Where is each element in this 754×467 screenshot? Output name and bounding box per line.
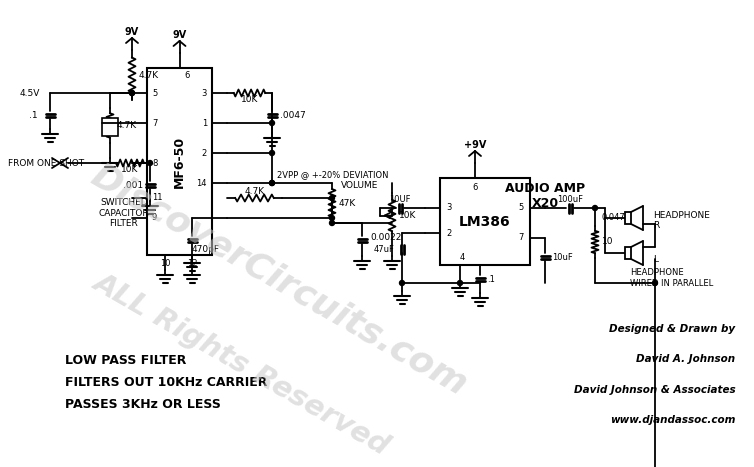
Text: HEADPHONE: HEADPHONE — [653, 211, 710, 219]
Circle shape — [148, 161, 152, 165]
Bar — [440, 178, 530, 265]
Circle shape — [269, 181, 274, 185]
Circle shape — [593, 205, 597, 211]
Bar — [625, 247, 631, 259]
Text: 8: 8 — [152, 158, 158, 168]
Text: 14: 14 — [197, 178, 207, 187]
Text: LOW PASS FILTER: LOW PASS FILTER — [65, 354, 186, 367]
Text: AUDIO AMP
X20: AUDIO AMP X20 — [505, 182, 585, 210]
Text: 10uF: 10uF — [552, 253, 573, 262]
Text: 10K: 10K — [399, 211, 416, 220]
Text: 470pF: 470pF — [192, 246, 220, 255]
Text: VOLUME: VOLUME — [341, 181, 378, 190]
Circle shape — [400, 281, 404, 285]
Text: SWITCHED
CAPACITOR
FILTER: SWITCHED CAPACITOR FILTER — [99, 198, 149, 228]
Text: 12: 12 — [187, 259, 198, 268]
Text: +9V: +9V — [464, 140, 486, 150]
Circle shape — [458, 281, 462, 285]
Text: HEADPHONE
WIRED IN PARALLEL: HEADPHONE WIRED IN PARALLEL — [630, 269, 713, 288]
Text: 5: 5 — [152, 89, 158, 98]
Text: 0.047: 0.047 — [602, 213, 626, 222]
Text: 3: 3 — [201, 89, 207, 98]
Text: 7: 7 — [519, 234, 524, 242]
Text: 4.7K: 4.7K — [117, 121, 137, 130]
Text: 4: 4 — [460, 253, 465, 262]
Bar — [147, 68, 212, 255]
Text: 10K: 10K — [241, 95, 258, 105]
Text: 4.5V: 4.5V — [20, 89, 40, 98]
Circle shape — [269, 150, 274, 156]
Circle shape — [329, 196, 335, 200]
Bar — [102, 118, 118, 136]
Text: .1: .1 — [487, 275, 495, 283]
Circle shape — [130, 91, 134, 95]
Text: LM386: LM386 — [459, 214, 510, 228]
Circle shape — [130, 91, 134, 95]
Text: 10: 10 — [602, 238, 614, 247]
Bar — [625, 212, 631, 224]
Text: 0.0022: 0.0022 — [370, 234, 401, 242]
Text: 4.7K: 4.7K — [244, 187, 265, 197]
Circle shape — [329, 220, 335, 226]
Text: Designed & Drawn by: Designed & Drawn by — [609, 324, 735, 334]
Text: 2VPP @ +-20% DEVIATION: 2VPP @ +-20% DEVIATION — [277, 170, 388, 179]
Text: 2: 2 — [202, 149, 207, 157]
Text: FILTERS OUT 10KHz CARRIER: FILTERS OUT 10KHz CARRIER — [65, 375, 268, 389]
Text: R: R — [653, 221, 659, 231]
Text: 47uF: 47uF — [374, 245, 395, 254]
Text: 3: 3 — [446, 204, 452, 212]
Text: 10K: 10K — [121, 165, 139, 175]
Text: David Johnson & Associates: David Johnson & Associates — [574, 385, 735, 395]
Circle shape — [269, 181, 274, 185]
Text: 11: 11 — [152, 193, 163, 203]
Text: 10UF: 10UF — [389, 196, 411, 205]
Text: 1: 1 — [202, 119, 207, 127]
Text: L: L — [653, 255, 658, 263]
Text: .0047: .0047 — [280, 111, 306, 120]
Text: www.djandassoc.com: www.djandassoc.com — [610, 415, 735, 425]
Text: MF6-50: MF6-50 — [173, 135, 186, 188]
Text: 100uF: 100uF — [557, 196, 583, 205]
Text: 9: 9 — [152, 213, 158, 222]
Text: 6: 6 — [472, 184, 478, 192]
Text: 5: 5 — [519, 204, 524, 212]
Text: FROM ONE SHOT: FROM ONE SHOT — [8, 158, 84, 168]
Text: 6: 6 — [185, 71, 190, 80]
Text: 4.7K: 4.7K — [139, 71, 159, 79]
Text: PASSES 3KHz OR LESS: PASSES 3KHz OR LESS — [65, 397, 221, 410]
Circle shape — [652, 281, 657, 285]
Text: 2: 2 — [446, 228, 451, 238]
Text: 7: 7 — [152, 119, 158, 127]
Text: David A. Johnson: David A. Johnson — [636, 354, 735, 364]
Circle shape — [269, 120, 274, 126]
Text: 9V: 9V — [173, 30, 187, 40]
Text: DiscoverCircuits.com: DiscoverCircuits.com — [85, 158, 473, 402]
Text: .001: .001 — [123, 181, 143, 190]
Circle shape — [329, 215, 335, 220]
Text: 9V: 9V — [125, 27, 139, 37]
Text: 47K: 47K — [339, 198, 356, 207]
Text: ALL Rights Reserved: ALL Rights Reserved — [88, 268, 394, 460]
Text: .1: .1 — [29, 111, 38, 120]
Text: 10: 10 — [160, 259, 170, 268]
